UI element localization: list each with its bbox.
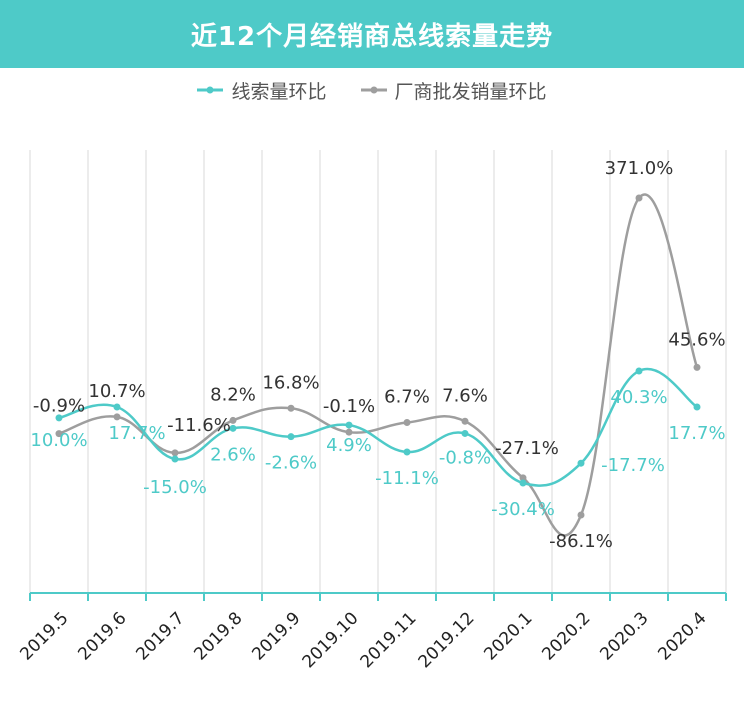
data-point-leads (403, 448, 411, 456)
data-label-wholesale: 16.8% (262, 372, 319, 393)
data-labels: -0.9%10.7% -11.6% 8.2% 16.8%-0.1% 6.7% 7.6% -2… (30, 158, 725, 552)
x-tick-label: 2019.10 (299, 608, 363, 672)
data-point-leads (461, 429, 469, 437)
x-tick-label: 2019.12 (415, 608, 479, 672)
data-label-leads: 17.7% (668, 423, 725, 444)
chart-header: 近12个月经销商总线索量走势 (0, 0, 744, 68)
data-label-wholesale: -11.6% (167, 415, 231, 436)
data-label-leads: -17.7% (601, 455, 665, 476)
data-point-wholesale (229, 416, 237, 424)
data-points (55, 194, 701, 519)
data-point-wholesale (461, 417, 469, 425)
data-point-wholesale (693, 363, 701, 371)
data-point-wholesale (403, 419, 411, 427)
data-point-leads (635, 367, 643, 375)
data-label-wholesale: -0.1% (323, 396, 375, 417)
data-label-leads: 10.0% (30, 430, 87, 451)
data-label-wholesale: 45.6% (668, 329, 725, 350)
x-axis (29, 592, 727, 601)
data-point-wholesale (113, 413, 121, 421)
data-point-leads (55, 414, 63, 422)
x-tick-label: 2019.9 (248, 608, 304, 664)
chart-title: 近12个月经销商总线索量走势 (190, 21, 554, 52)
data-point-leads (113, 403, 121, 411)
legend-swatch-leads (197, 86, 224, 94)
x-tick-label: 2019.8 (190, 608, 246, 664)
data-point-wholesale (345, 428, 353, 436)
legend-item-leads: 线索量环比 (197, 77, 327, 104)
data-point-wholesale (577, 511, 585, 519)
data-label-leads: 2.6% (210, 444, 256, 465)
data-point-leads (577, 459, 585, 467)
data-label-wholesale: -27.1% (495, 438, 559, 459)
data-label-wholesale: 10.7% (88, 381, 145, 402)
x-tick-label: 2020.3 (596, 608, 652, 664)
series-lines (58, 193, 699, 537)
data-point-wholesale (519, 474, 527, 482)
data-label-wholesale: 7.6% (442, 385, 488, 406)
x-tick-label: 2019.11 (357, 608, 421, 672)
data-label-leads: 17.7% (108, 423, 165, 444)
legend-label-wholesale: 厂商批发销量环比 (394, 80, 547, 103)
x-tick-label: 2020.4 (654, 608, 710, 664)
legend-label-leads: 线索量环比 (231, 80, 327, 103)
data-label-leads: -0.8% (439, 447, 491, 468)
data-point-leads (229, 424, 237, 432)
data-label-wholesale: 6.7% (384, 387, 430, 408)
x-tick-label: 2020.1 (480, 608, 536, 664)
data-point-wholesale (55, 430, 63, 438)
data-label-leads: 4.9% (326, 435, 372, 456)
data-point-leads (693, 403, 701, 411)
data-point-leads (171, 455, 179, 463)
x-tick-label: 2020.2 (538, 608, 594, 664)
data-label-wholesale: 8.2% (210, 384, 256, 405)
data-point-wholesale (635, 194, 643, 202)
data-point-wholesale (287, 404, 295, 412)
data-label-leads: -15.0% (143, 477, 207, 498)
data-point-wholesale (171, 449, 179, 457)
data-label-leads: -2.6% (265, 453, 317, 474)
data-point-leads (345, 421, 353, 429)
data-label-wholesale: 371.0% (605, 158, 674, 179)
series-line-wholesale (58, 193, 699, 537)
x-tick-labels: 2019.5 2019.6 2019.7 2019.8 2019.92019.10201… (16, 608, 710, 672)
chart-legend: 线索量环比 厂商批发销量环比 (0, 76, 744, 104)
x-tick-label: 2019.7 (132, 608, 188, 664)
data-label-leads: 40.3% (610, 387, 667, 408)
data-label-leads: -30.4% (491, 499, 555, 520)
series-line-leads (58, 367, 698, 487)
grid-lines (29, 150, 727, 593)
data-label-wholesale: -0.9% (33, 396, 85, 417)
data-point-leads (519, 479, 527, 487)
data-label-wholesale: -86.1% (549, 531, 613, 552)
data-label-leads: -11.1% (375, 468, 439, 489)
legend-item-wholesale: 厂商批发销量环比 (360, 77, 547, 104)
x-tick-label: 2019.5 (16, 608, 72, 664)
x-tick-label: 2019.6 (74, 608, 130, 664)
legend-swatch-wholesale (360, 86, 387, 94)
data-point-leads (287, 433, 295, 441)
